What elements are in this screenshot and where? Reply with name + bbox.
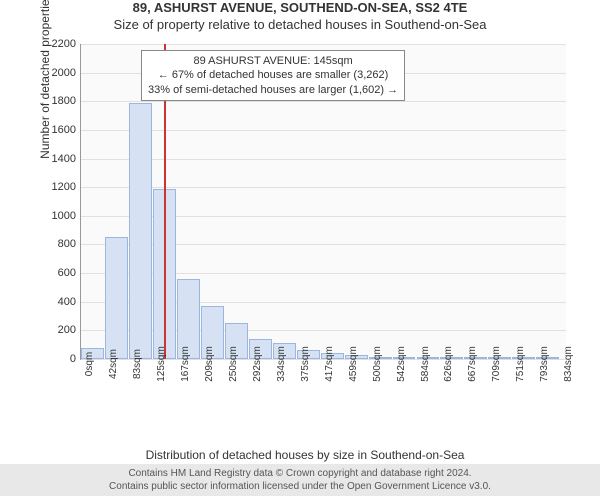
x-tick-label: 209sqm — [204, 346, 215, 382]
annot-line2: ← 67% of detached houses are smaller (3,… — [148, 68, 398, 82]
footer-line1: Contains HM Land Registry data © Crown c… — [4, 467, 596, 480]
x-tick-label: 83sqm — [132, 349, 143, 379]
x-tick-label: 42sqm — [108, 349, 119, 379]
histogram-bar — [105, 237, 128, 359]
y-tick-label: 800 — [40, 238, 76, 250]
y-tick-label: 2000 — [40, 67, 76, 79]
x-tick-label: 667sqm — [467, 346, 478, 382]
x-tick-label: 292sqm — [252, 346, 263, 382]
x-tick-label: 0sqm — [84, 352, 95, 376]
attribution-footer: Contains HM Land Registry data © Crown c… — [0, 464, 600, 496]
x-tick-label: 500sqm — [372, 346, 383, 382]
chart-subtitle: Size of property relative to detached ho… — [0, 17, 600, 32]
gridline — [81, 130, 566, 131]
y-tick-label: 1000 — [40, 210, 76, 222]
x-tick-label: 459sqm — [348, 346, 359, 382]
x-tick-label: 542sqm — [396, 346, 407, 382]
annot-line3: 33% of semi-detached houses are larger (… — [148, 83, 398, 97]
x-tick-label: 751sqm — [515, 346, 526, 382]
gridline — [81, 44, 566, 45]
gridline — [81, 101, 566, 102]
y-tick-label: 600 — [40, 267, 76, 279]
x-tick-label: 250sqm — [228, 346, 239, 382]
x-tick-label: 709sqm — [491, 346, 502, 382]
x-tick-label: 375sqm — [300, 346, 311, 382]
x-tick-label: 793sqm — [539, 346, 550, 382]
x-axis-label: Distribution of detached houses by size … — [40, 448, 570, 462]
chart-title: 89, ASHURST AVENUE, SOUTHEND-ON-SEA, SS2… — [0, 0, 600, 15]
y-tick-label: 0 — [40, 353, 76, 365]
y-tick-label: 200 — [40, 324, 76, 336]
x-tick-label: 626sqm — [443, 346, 454, 382]
x-tick-label: 125sqm — [156, 346, 167, 382]
y-tick-label: 1600 — [40, 124, 76, 136]
histogram-bar — [129, 103, 152, 359]
footer-line2: Contains public sector information licen… — [4, 480, 596, 493]
y-tick-label: 1400 — [40, 153, 76, 165]
chart-area: Number of detached properties 89 ASHURST… — [40, 40, 570, 410]
x-tick-label: 167sqm — [180, 346, 191, 382]
marker-annotation: 89 ASHURST AVENUE: 145sqm ← 67% of detac… — [141, 50, 405, 101]
x-tick-label: 584sqm — [420, 346, 431, 382]
annot-line1: 89 ASHURST AVENUE: 145sqm — [148, 54, 398, 68]
gridline — [81, 159, 566, 160]
plot-area: 89 ASHURST AVENUE: 145sqm ← 67% of detac… — [80, 44, 566, 360]
x-tick-label: 834sqm — [563, 346, 574, 382]
y-tick-label: 1800 — [40, 95, 76, 107]
x-tick-label: 417sqm — [324, 346, 335, 382]
y-tick-label: 1200 — [40, 181, 76, 193]
y-tick-label: 400 — [40, 296, 76, 308]
y-tick-label: 2200 — [40, 38, 76, 50]
x-tick-label: 334sqm — [276, 346, 287, 382]
